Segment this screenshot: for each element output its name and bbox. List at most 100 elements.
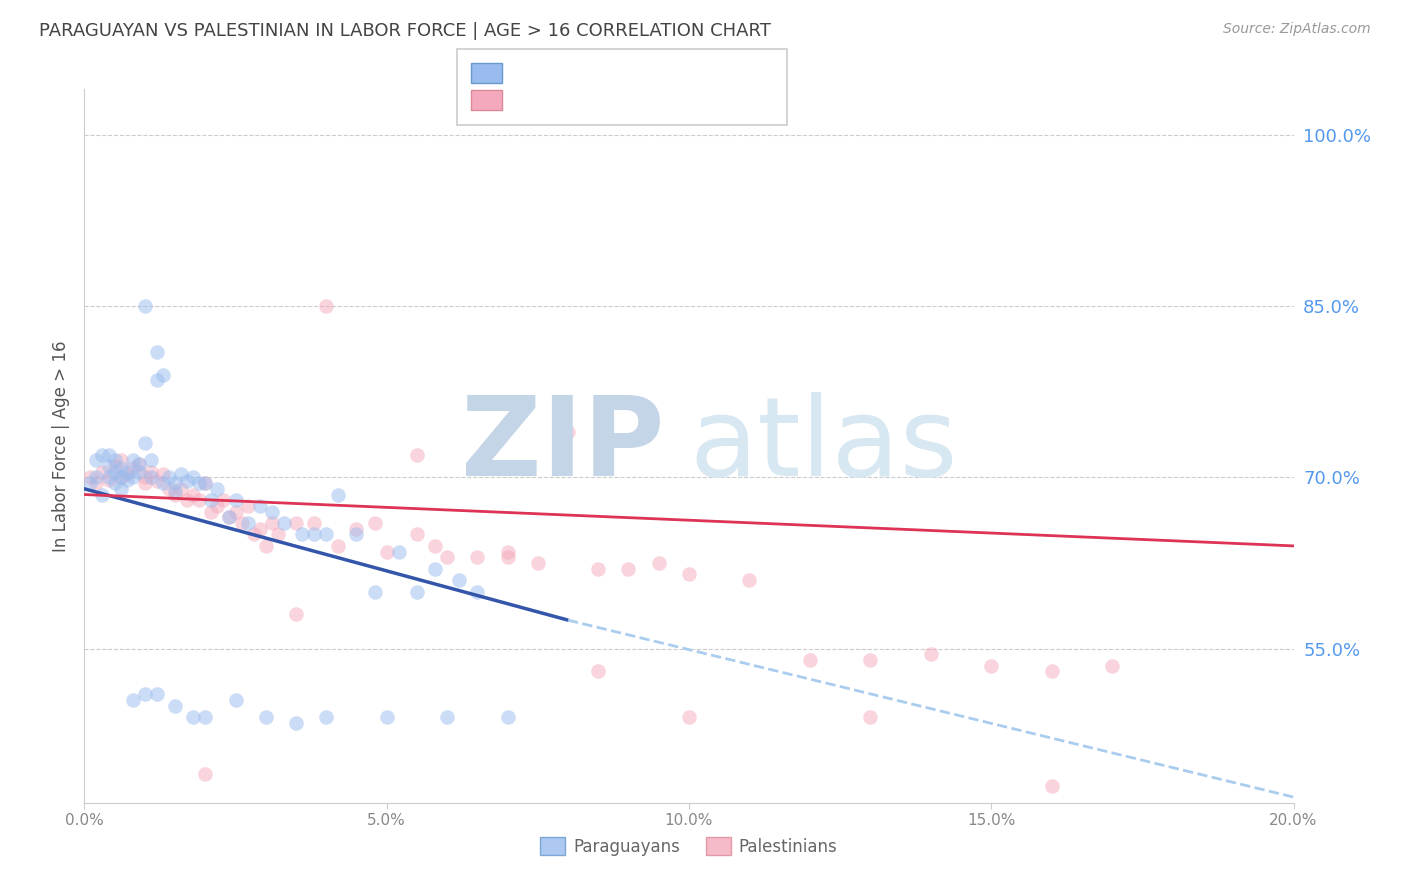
Point — [496, 550, 519, 565]
Point — [406, 527, 429, 541]
Point — [588, 562, 610, 576]
Text: N =: N = — [654, 94, 693, 112]
Point — [79, 476, 101, 491]
Point — [104, 453, 127, 467]
Point — [225, 505, 247, 519]
Point — [121, 461, 143, 475]
Point — [97, 470, 120, 484]
Point — [188, 476, 211, 491]
Point — [128, 465, 150, 479]
Point — [110, 470, 132, 484]
Point — [315, 299, 337, 313]
Point — [110, 470, 132, 484]
Point — [588, 665, 610, 679]
Point — [225, 493, 247, 508]
Point — [231, 516, 253, 530]
Point — [146, 373, 169, 387]
Point — [104, 465, 127, 479]
Point — [467, 584, 489, 599]
Point — [236, 516, 259, 530]
Y-axis label: In Labor Force | Age > 16: In Labor Force | Age > 16 — [52, 340, 70, 552]
Point — [152, 476, 174, 491]
Text: -0.084: -0.084 — [553, 94, 610, 112]
Point — [285, 607, 308, 622]
Point — [128, 457, 150, 471]
Text: ZIP: ZIP — [461, 392, 665, 500]
Point — [267, 527, 290, 541]
Point — [423, 539, 446, 553]
Text: N =: N = — [654, 67, 693, 85]
Point — [110, 453, 132, 467]
Point — [139, 453, 162, 467]
Point — [86, 476, 108, 491]
Point — [1040, 665, 1063, 679]
Point — [115, 473, 138, 487]
Point — [200, 505, 222, 519]
Point — [91, 448, 114, 462]
Point — [152, 467, 174, 481]
Point — [97, 458, 120, 473]
Point — [165, 476, 187, 491]
Point — [346, 527, 368, 541]
Point — [328, 539, 350, 553]
Point — [134, 687, 156, 701]
Point — [170, 467, 193, 481]
Point — [86, 453, 108, 467]
Point — [194, 767, 217, 781]
Point — [273, 516, 295, 530]
Point — [980, 658, 1002, 673]
Point — [128, 457, 150, 471]
Point — [110, 461, 132, 475]
Point — [181, 710, 204, 724]
Point — [617, 562, 640, 576]
Point — [388, 544, 411, 558]
Text: PARAGUAYAN VS PALESTINIAN IN LABOR FORCE | AGE > 16 CORRELATION CHART: PARAGUAYAN VS PALESTINIAN IN LABOR FORCE… — [39, 22, 772, 40]
Point — [165, 484, 187, 499]
Point — [91, 487, 114, 501]
Point — [79, 470, 101, 484]
Point — [302, 516, 325, 530]
Point — [1040, 779, 1063, 793]
Point — [110, 482, 132, 496]
Point — [194, 710, 217, 724]
Point — [157, 482, 180, 496]
Point — [146, 344, 169, 359]
Point — [200, 493, 222, 508]
Point — [134, 299, 156, 313]
Point — [346, 522, 368, 536]
Text: -0.269: -0.269 — [553, 67, 610, 85]
Point — [363, 584, 385, 599]
Point — [152, 368, 174, 382]
Point — [146, 687, 169, 701]
Point — [139, 465, 162, 479]
Point — [648, 556, 671, 570]
Point — [920, 648, 942, 662]
Point — [799, 653, 821, 667]
Text: 67: 67 — [689, 94, 711, 112]
Point — [176, 493, 198, 508]
Point — [557, 425, 579, 439]
Point — [406, 448, 429, 462]
Point — [134, 470, 156, 484]
Point — [225, 693, 247, 707]
Point — [134, 436, 156, 450]
Point — [496, 710, 519, 724]
Point — [449, 573, 471, 587]
Point — [218, 510, 240, 524]
Point — [181, 470, 204, 484]
Point — [212, 493, 235, 508]
Point — [260, 516, 283, 530]
Point — [170, 482, 193, 496]
Point — [375, 710, 398, 724]
Point — [328, 487, 350, 501]
Point — [242, 527, 264, 541]
Point — [254, 710, 277, 724]
Point — [254, 539, 277, 553]
Point — [236, 499, 259, 513]
Point — [165, 487, 187, 501]
Point — [467, 550, 489, 565]
Point — [678, 567, 700, 582]
Text: Source: ZipAtlas.com: Source: ZipAtlas.com — [1223, 22, 1371, 37]
Point — [436, 550, 458, 565]
Point — [315, 527, 337, 541]
